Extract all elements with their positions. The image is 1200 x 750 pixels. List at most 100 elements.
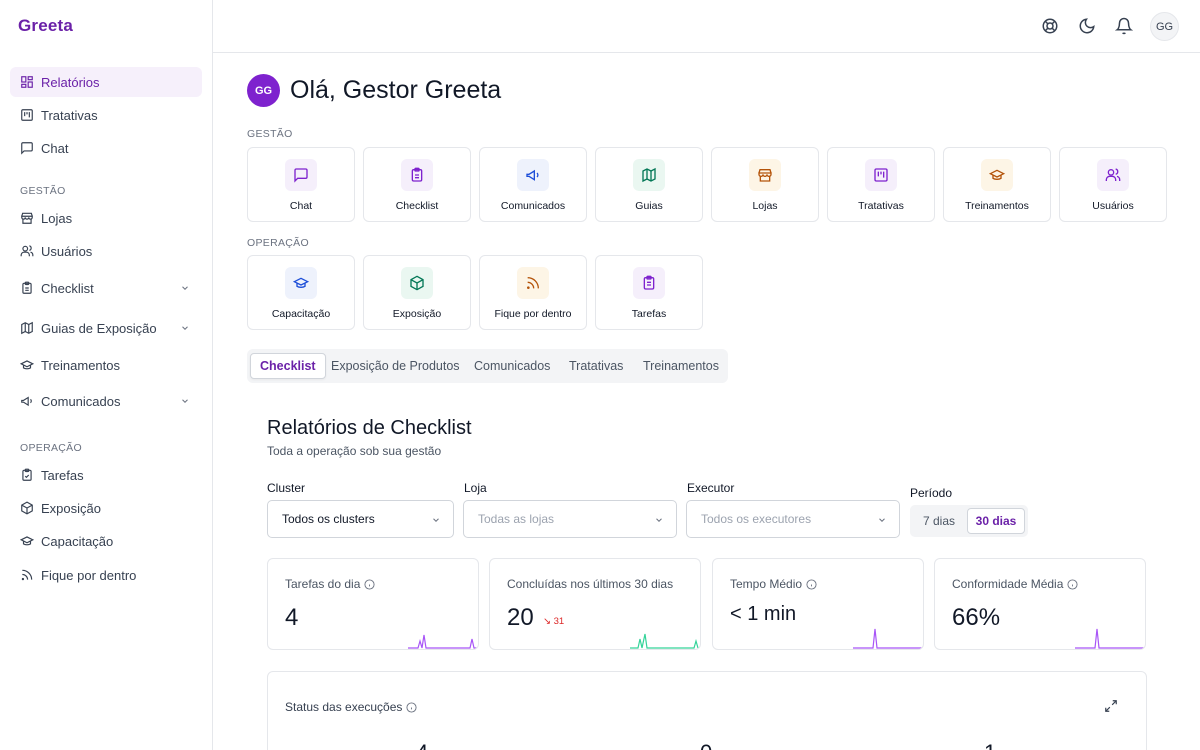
period-7-dias[interactable]: 7 dias xyxy=(922,514,956,528)
report-tabs: Checklist Exposição de Produtos Comunica… xyxy=(247,349,728,383)
kpi-title: Tempo Médio xyxy=(730,577,817,591)
sidebar-item-relatorios[interactable]: Relatórios xyxy=(10,67,202,97)
kpi-value: 4 xyxy=(285,604,299,631)
tile-fique-por-dentro[interactable]: Fique por dentro xyxy=(479,255,587,330)
tile-label: Fique por dentro xyxy=(494,308,572,320)
status-value: 0 xyxy=(700,740,712,750)
sidebar-item-label: Chat xyxy=(41,140,69,156)
sidebar-item-fique-por-dentro[interactable]: Fique por dentro xyxy=(10,560,202,590)
chevron-down-icon xyxy=(656,518,662,522)
sidebar-item-exposicao[interactable]: Exposição xyxy=(10,493,202,523)
kpi-value: 20 xyxy=(507,604,534,631)
sidebar-item-lojas[interactable]: Lojas xyxy=(10,203,202,233)
kpi-delta: ↘ 31 xyxy=(543,616,565,627)
sparkline xyxy=(630,633,700,649)
tile-lojas[interactable]: Lojas xyxy=(711,147,819,222)
chevron-down-icon[interactable] xyxy=(180,396,190,406)
sidebar-item-chat[interactable]: Chat xyxy=(10,133,202,163)
kpi-tempo-medio: Tempo Médio < 1 min xyxy=(712,558,924,650)
tab-treinamentos[interactable]: Treinamentos xyxy=(643,359,719,373)
loja-select-placeholder: Todas as lojas xyxy=(478,512,555,526)
sidebar-item-capacitacao[interactable]: Capacitação xyxy=(10,526,202,556)
tile-label: Lojas xyxy=(752,200,778,212)
rss-icon xyxy=(21,569,33,581)
executor-select[interactable]: Todos os executores xyxy=(686,500,900,538)
graduation-cap-icon xyxy=(293,277,309,288)
sidebar-item-comunicados[interactable]: Comunicados xyxy=(10,386,202,416)
kpi-title-text: Tarefas do dia xyxy=(285,577,361,591)
tile-capacitacao[interactable]: Capacitação xyxy=(247,255,355,330)
sidebar-item-usuarios[interactable]: Usuários xyxy=(10,236,202,266)
kpi-conformidade-media: Conformidade Média 66% xyxy=(934,558,1146,650)
chevron-down-icon[interactable] xyxy=(180,323,190,333)
help-lifebuoy-icon[interactable] xyxy=(1041,17,1059,35)
kpi-concluidas-30-dias: Concluídas nos últimos 30 dias 20 ↘ 31 xyxy=(489,558,701,650)
sidebar-item-treinamentos[interactable]: Treinamentos xyxy=(10,350,202,380)
info-icon[interactable] xyxy=(1067,578,1078,590)
tile-treinamentos[interactable]: Treinamentos xyxy=(943,147,1051,222)
tab-comunicados[interactable]: Comunicados xyxy=(474,359,551,373)
tile-usuarios[interactable]: Usuários xyxy=(1059,147,1167,222)
tile-label: Tarefas xyxy=(631,308,667,320)
kpi-value: 66% xyxy=(952,604,1001,631)
chevron-down-icon[interactable] xyxy=(180,283,190,293)
message-icon xyxy=(294,168,308,183)
sidebar-item-label: Capacitação xyxy=(41,533,114,549)
graduation-cap-icon xyxy=(20,360,34,370)
period-30-dias[interactable]: 30 dias xyxy=(967,508,1025,534)
store-icon xyxy=(758,169,772,182)
sidebar-item-tarefas[interactable]: Tarefas xyxy=(10,460,202,490)
tile-label: Comunicados xyxy=(500,200,566,212)
kanban-icon xyxy=(874,168,888,182)
megaphone-icon xyxy=(21,396,32,407)
user-avatar[interactable]: GG xyxy=(1150,12,1179,41)
cluster-select[interactable]: Todos os clusters xyxy=(267,500,454,538)
sidebar-item-label: Usuários xyxy=(41,243,93,259)
tile-comunicados[interactable]: Comunicados xyxy=(479,147,587,222)
clipboard-check-icon xyxy=(643,275,655,290)
info-icon[interactable] xyxy=(806,578,817,590)
grid-icon xyxy=(21,76,33,88)
tab-tratativas[interactable]: Tratativas xyxy=(569,359,624,373)
map-icon xyxy=(21,321,33,335)
sparkline xyxy=(408,634,478,649)
tile-label: Exposição xyxy=(392,308,442,320)
kpi-title: Concluídas nos últimos 30 dias xyxy=(507,577,673,591)
app-logo[interactable]: Greeta xyxy=(18,16,74,35)
sidebar-section-gestao: GESTÃO xyxy=(20,185,66,197)
tab-checklist[interactable]: Checklist xyxy=(250,353,326,379)
tile-exposicao[interactable]: Exposição xyxy=(363,255,471,330)
section-label-operacao: OPERAÇÃO xyxy=(247,237,309,249)
info-icon[interactable] xyxy=(364,578,375,590)
tile-chat[interactable]: Chat xyxy=(247,147,355,222)
kpi-tarefas-dia: Tarefas do dia 4 xyxy=(267,558,479,650)
sidebar-item-label: Tarefas xyxy=(41,467,84,483)
tile-checklist[interactable]: Checklist xyxy=(363,147,471,222)
kpi-title: Tarefas do dia xyxy=(285,577,375,591)
tile-icon-wrap xyxy=(1097,159,1129,191)
tile-guias[interactable]: Guias xyxy=(595,147,703,222)
message-icon xyxy=(21,142,33,155)
loja-select[interactable]: Todas as lojas xyxy=(463,500,677,538)
sidebar-item-tratativas[interactable]: Tratativas xyxy=(10,100,202,130)
sidebar-item-guias-exposicao[interactable]: Guias de Exposição xyxy=(10,313,202,343)
clipboard-icon xyxy=(22,281,32,294)
sidebar-item-label: Exposição xyxy=(41,500,101,516)
report-subtitle: Toda a operação sob sua gestão xyxy=(267,444,442,458)
tile-icon-wrap xyxy=(517,267,549,299)
tile-tratativas[interactable]: Tratativas xyxy=(827,147,935,222)
expand-icon[interactable] xyxy=(1104,699,1118,713)
box-icon xyxy=(410,275,424,291)
tile-icon-wrap xyxy=(633,267,665,299)
bell-icon[interactable] xyxy=(1115,17,1133,35)
tab-exposicao-produtos[interactable]: Exposição de Produtos xyxy=(331,359,460,373)
tile-tarefas[interactable]: Tarefas xyxy=(595,255,703,330)
info-icon[interactable] xyxy=(406,701,417,713)
moon-icon[interactable] xyxy=(1078,17,1096,35)
sidebar-section-operacao: OPERAÇÃO xyxy=(20,442,82,454)
status-title-text: Status das execuções xyxy=(285,700,403,714)
sidebar-item-checklist[interactable]: Checklist xyxy=(10,273,202,303)
clipboard-icon xyxy=(411,167,423,182)
period-toggle: 7 dias 30 dias xyxy=(910,505,1028,537)
tile-icon-wrap xyxy=(865,159,897,191)
